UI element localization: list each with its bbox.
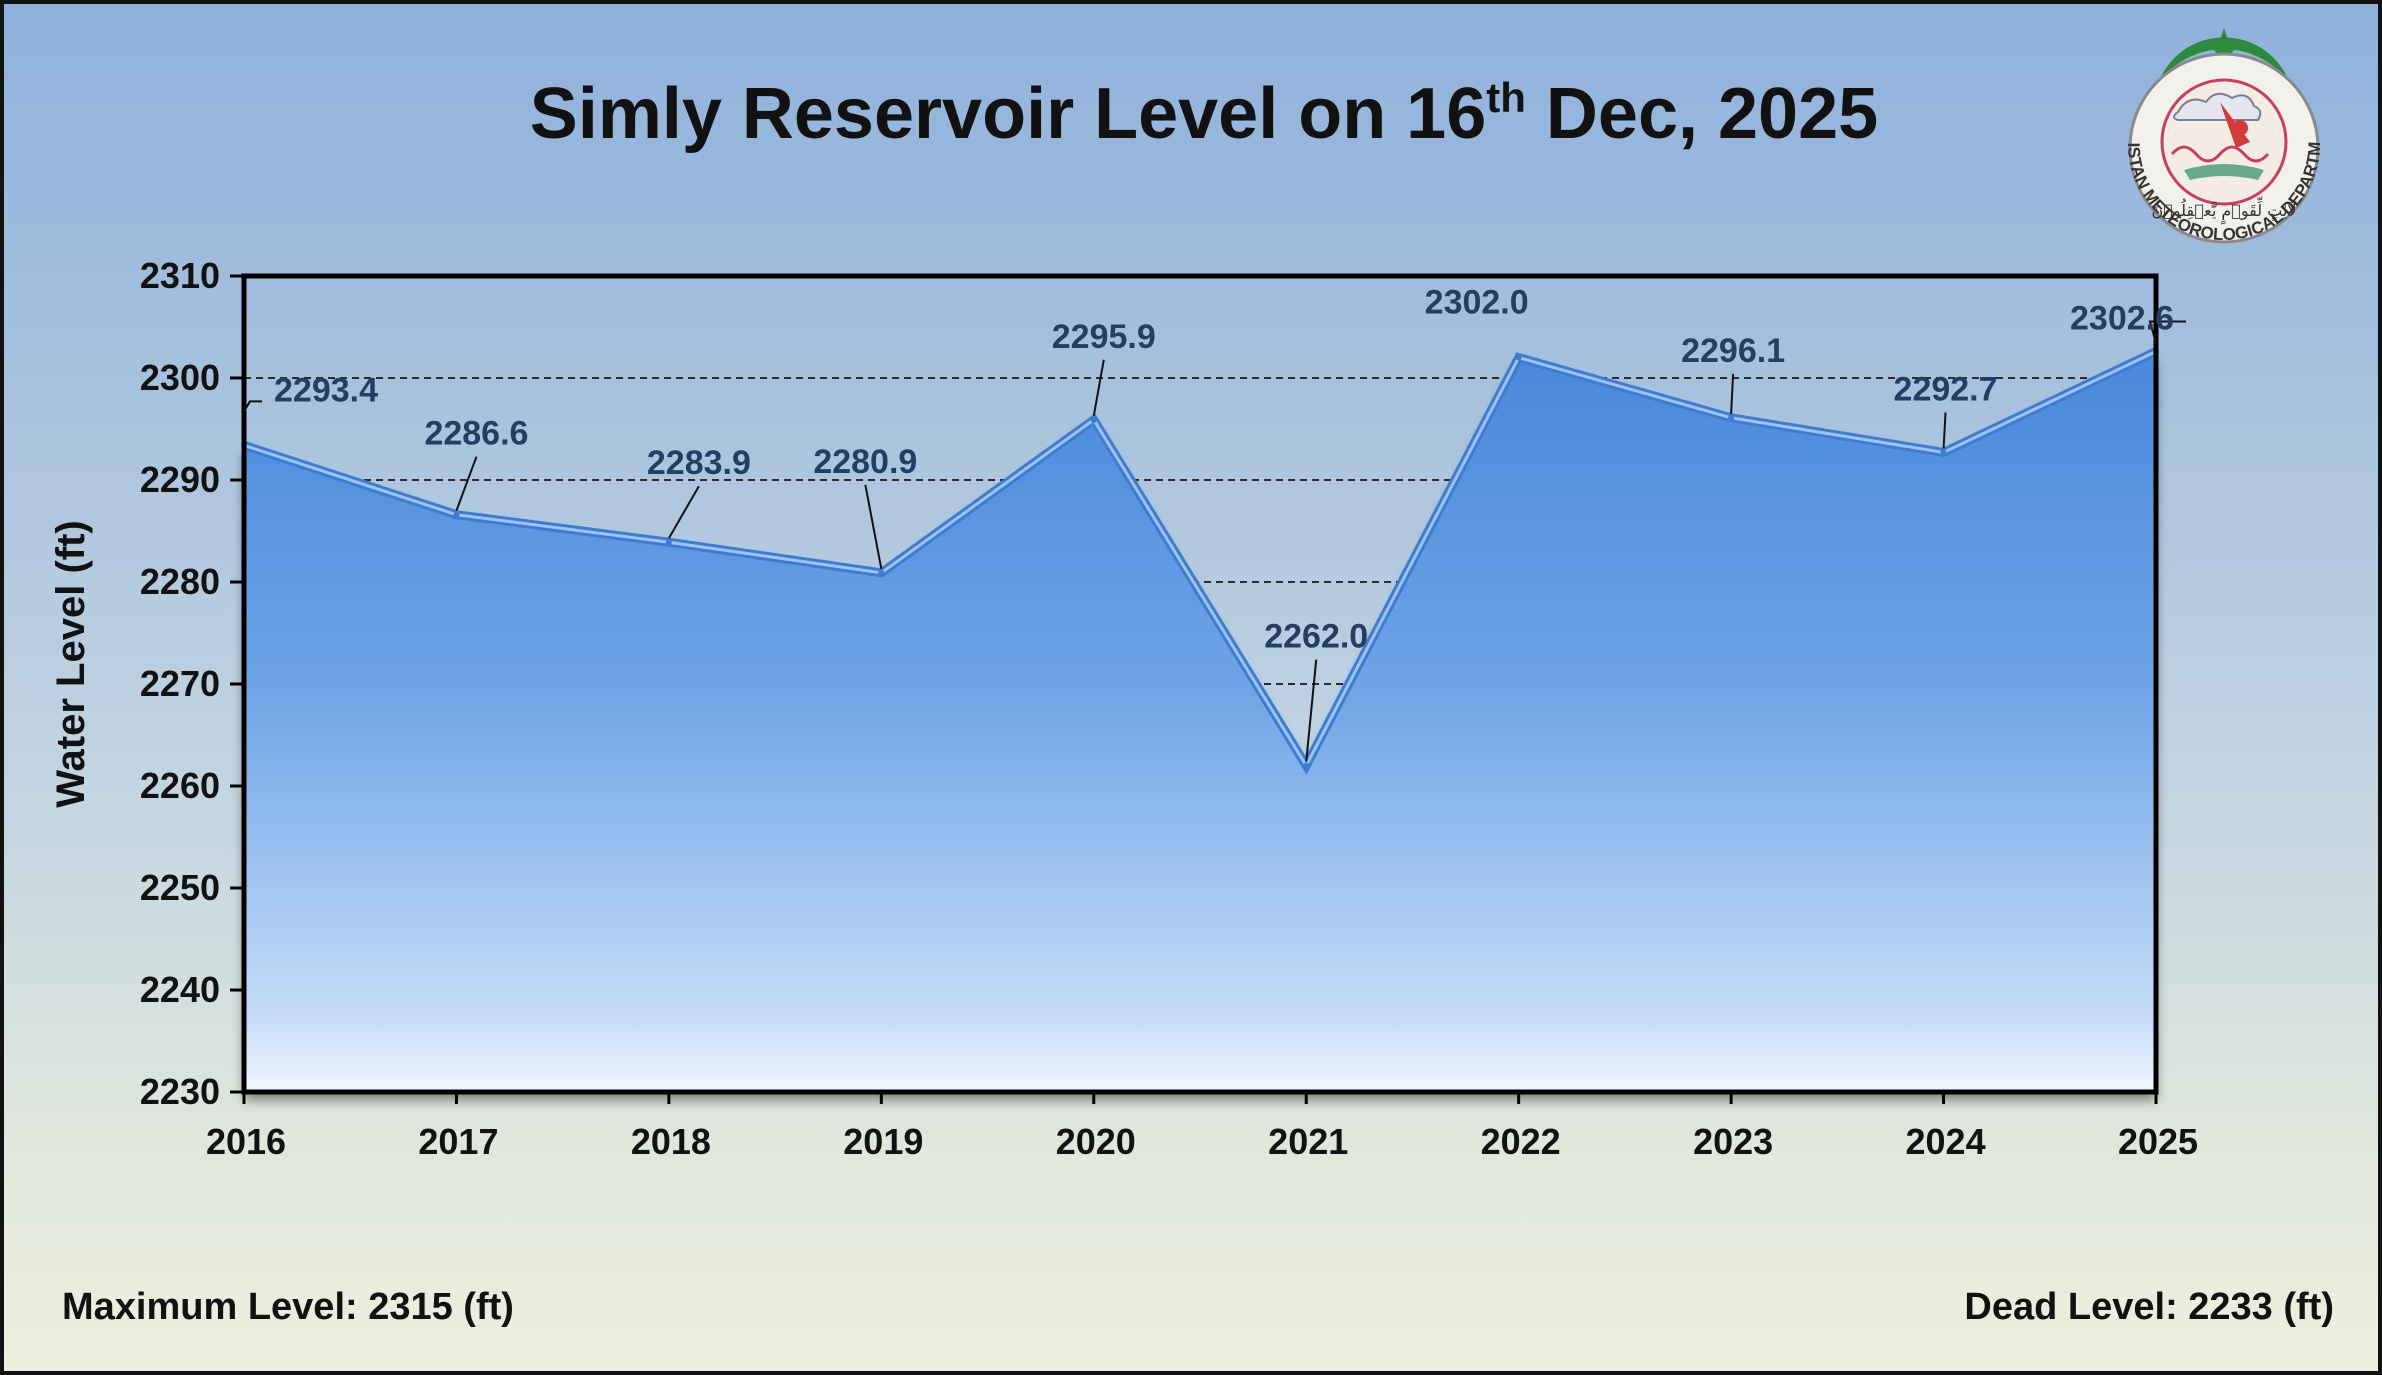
x-tick-label: 2020 xyxy=(1056,1121,1136,1162)
area-fill xyxy=(244,351,2156,1093)
chart-title: Simly Reservoir Level on 16th Dec, 2025 xyxy=(530,74,1878,154)
y-axis-title: Water Level (ft) xyxy=(49,520,93,807)
x-tick-label: 2024 xyxy=(1906,1121,1986,1162)
y-tick-label: 2300 xyxy=(140,357,220,398)
leader-line xyxy=(2148,320,2186,344)
y-tick-label: 2260 xyxy=(140,765,220,806)
y-tick-label: 2240 xyxy=(140,969,220,1010)
data-point xyxy=(665,539,672,546)
data-point xyxy=(453,511,460,518)
x-tick-label: 2019 xyxy=(843,1121,923,1162)
leader-line xyxy=(864,484,883,570)
data-label: 2292.7 xyxy=(1894,370,1998,408)
data-label: 2296.1 xyxy=(1681,332,1785,370)
data-label: 2280.9 xyxy=(813,443,917,481)
leader-line xyxy=(455,456,478,512)
pmd-logo: PAKISTAN METEOROLOGICAL DEPARTMENT لَآیٰ… xyxy=(2100,24,2324,244)
water-level-chart: Simly Reservoir Level on 16th Dec, 2025 … xyxy=(49,74,2198,1162)
leader-line xyxy=(243,400,262,412)
data-point xyxy=(1303,762,1310,769)
y-tick-label: 2280 xyxy=(140,561,220,602)
x-tick-label: 2023 xyxy=(1693,1121,1773,1162)
data-point xyxy=(1090,416,1097,423)
data-point xyxy=(1940,449,1947,456)
y-tick-label: 2310 xyxy=(140,255,220,296)
x-tick-label: 2018 xyxy=(631,1121,711,1162)
y-tick-label: 2290 xyxy=(140,459,220,500)
data-label: 2286.6 xyxy=(424,415,528,453)
x-tick-label: 2022 xyxy=(1481,1121,1561,1162)
y-tick-label: 2270 xyxy=(140,663,220,704)
data-label: 2262.0 xyxy=(1264,618,1368,656)
area-series xyxy=(241,347,2159,1093)
leader-line xyxy=(1730,373,1735,414)
y-tick-label: 2230 xyxy=(140,1071,220,1112)
leader-line xyxy=(668,485,700,539)
logo-motto: لَآیٰتٍ لِّقَوۡمٍ یَّعۡقِلُوۡنَ xyxy=(2152,195,2298,224)
maximum-level-note: Maximum Level: 2315 (ft) xyxy=(62,1286,514,1328)
x-tick-label: 2016 xyxy=(206,1121,286,1162)
data-label: 2283.9 xyxy=(647,444,751,482)
data-point xyxy=(878,569,885,576)
x-tick-label: 2017 xyxy=(418,1121,498,1162)
dead-level-note: Dead Level: 2233 (ft) xyxy=(1964,1286,2334,1328)
data-labels: 2293.4 2286.6 2283.9 2280.9 2295.9 2262.0 2302… xyxy=(243,284,2186,762)
crescent-icon xyxy=(2158,37,2290,84)
leader-line xyxy=(1092,359,1105,416)
data-point xyxy=(1728,414,1735,421)
leader-line xyxy=(1942,412,1947,449)
data-label: 2295.9 xyxy=(1052,318,1156,356)
data-label: 2293.4 xyxy=(274,371,378,409)
x-tick-label: 2025 xyxy=(2118,1121,2198,1162)
x-tick-label: 2021 xyxy=(1268,1121,1348,1162)
series-line-highlight xyxy=(243,350,2157,769)
y-tick-label: 2250 xyxy=(140,867,220,908)
data-point xyxy=(1515,354,1522,361)
data-label: 2302.6 xyxy=(2070,299,2174,337)
data-label: 2302.0 xyxy=(1425,284,1529,322)
leader-line xyxy=(1305,659,1318,762)
axes: 2230 2240 2250 2260 2270 2280 2290 2300 2310 2016… xyxy=(140,255,2198,1162)
